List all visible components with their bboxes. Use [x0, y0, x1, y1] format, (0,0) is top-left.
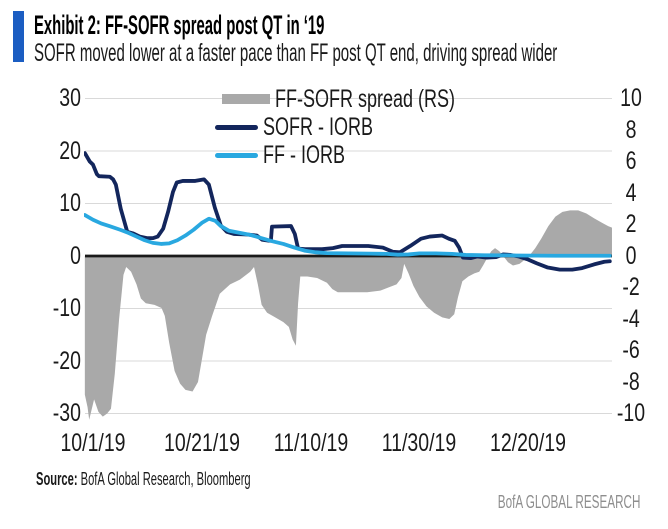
- left-axis-tick-label: 0: [70, 241, 81, 270]
- right-axis-tick-label: -8: [622, 367, 640, 396]
- legend-label-ff-sofr-spread: FF-SOFR spread (RS): [275, 85, 456, 113]
- exhibit-title: Exhibit 2: FF-SOFR spread post QT in ‘19: [34, 10, 325, 40]
- left-axis-tick-label: 30: [59, 84, 81, 112]
- brand-footer: BofA GLOBAL RESEARCH: [497, 492, 640, 512]
- x-axis-tick-label: 11/10/19: [273, 429, 348, 457]
- legend-label-sofr-iorb: SOFR - IORB: [263, 113, 374, 141]
- area-series-ff-sofr-spread: [84, 210, 612, 420]
- source-text: BofA Global Research, Bloomberg: [80, 469, 251, 489]
- x-axis-tick-label: 11/30/19: [382, 429, 457, 457]
- source-label: Source:: [36, 469, 78, 489]
- left-axis-tick-label: -10: [52, 294, 81, 322]
- legend-swatch-area-icon: [222, 94, 270, 104]
- legend-item-sofr-iorb: SOFR - IORB: [210, 113, 525, 141]
- x-axis-tick-label: 10/1/19: [60, 429, 126, 457]
- right-axis-tick-label: 6: [625, 147, 637, 175]
- left-axis-tick-label: 20: [59, 136, 81, 165]
- legend-item-ff-sofr-spread: FF-SOFR spread (RS): [210, 85, 525, 113]
- right-axis-tick-label: -10: [616, 399, 646, 427]
- right-axis-tick-label: 4: [625, 178, 637, 207]
- exhibit-subtitle: SOFR moved lower at a faster pace than F…: [34, 39, 558, 67]
- left-axis-tick-label: 10: [59, 189, 81, 217]
- legend-item-ff-iorb: FF - IORB: [210, 141, 525, 169]
- legend-label-ff-iorb: FF - IORB: [263, 141, 346, 169]
- x-axis-tick-label: 10/21/19: [163, 429, 240, 457]
- right-axis-tick-label: 8: [625, 115, 637, 144]
- x-axis-tick-label: 12/20/19: [490, 429, 567, 457]
- legend-swatch-sofr-line-icon: [215, 124, 258, 130]
- right-axis-tick-label: -6: [622, 336, 640, 364]
- legend-swatch-ff-line-icon: [215, 152, 258, 158]
- right-axis-tick-label: -2: [622, 273, 640, 301]
- right-axis-tick-label: -4: [622, 304, 640, 333]
- chart-legend: FF-SOFR spread (RS) SOFR - IORB FF - IOR…: [210, 85, 525, 169]
- right-axis-tick-label: 10: [620, 84, 642, 112]
- left-axis-tick-label: -20: [52, 346, 81, 375]
- source-line: Source: BofA Global Research, Bloomberg: [36, 469, 251, 489]
- right-axis-tick-label: 2: [625, 210, 637, 238]
- exhibit-accent-bar: [13, 11, 24, 62]
- right-axis-tick-label: 0: [625, 241, 637, 270]
- line-series-ff-iorb: [84, 213, 612, 258]
- left-axis-tick-label: -30: [52, 399, 81, 427]
